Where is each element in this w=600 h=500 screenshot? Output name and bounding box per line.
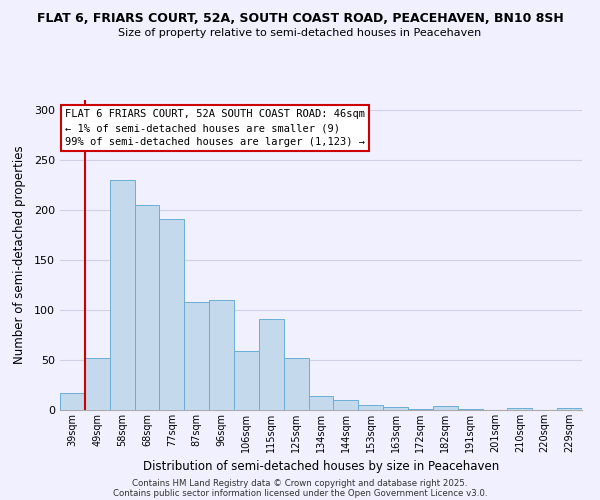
Bar — [284, 358, 308, 410]
Bar — [383, 407, 408, 410]
Bar — [234, 351, 259, 410]
Bar — [308, 396, 334, 410]
Text: Contains public sector information licensed under the Open Government Licence v3: Contains public sector information licen… — [113, 488, 487, 498]
Bar — [110, 180, 134, 410]
Bar — [85, 358, 110, 410]
Bar — [209, 300, 234, 410]
Y-axis label: Number of semi-detached properties: Number of semi-detached properties — [13, 146, 26, 364]
Bar — [334, 400, 358, 410]
Text: Contains HM Land Registry data © Crown copyright and database right 2025.: Contains HM Land Registry data © Crown c… — [132, 478, 468, 488]
Bar — [458, 409, 482, 410]
Bar — [184, 302, 209, 410]
Text: Size of property relative to semi-detached houses in Peacehaven: Size of property relative to semi-detach… — [118, 28, 482, 38]
Bar — [259, 319, 284, 410]
Bar — [508, 408, 532, 410]
Bar — [160, 219, 184, 410]
Bar — [134, 205, 160, 410]
Bar — [358, 405, 383, 410]
Text: FLAT 6 FRIARS COURT, 52A SOUTH COAST ROAD: 46sqm
← 1% of semi-detached houses ar: FLAT 6 FRIARS COURT, 52A SOUTH COAST ROA… — [65, 110, 365, 148]
Bar — [433, 406, 458, 410]
Bar — [557, 408, 582, 410]
Text: FLAT 6, FRIARS COURT, 52A, SOUTH COAST ROAD, PEACEHAVEN, BN10 8SH: FLAT 6, FRIARS COURT, 52A, SOUTH COAST R… — [37, 12, 563, 26]
Bar — [408, 409, 433, 410]
Bar — [60, 393, 85, 410]
X-axis label: Distribution of semi-detached houses by size in Peacehaven: Distribution of semi-detached houses by … — [143, 460, 499, 473]
